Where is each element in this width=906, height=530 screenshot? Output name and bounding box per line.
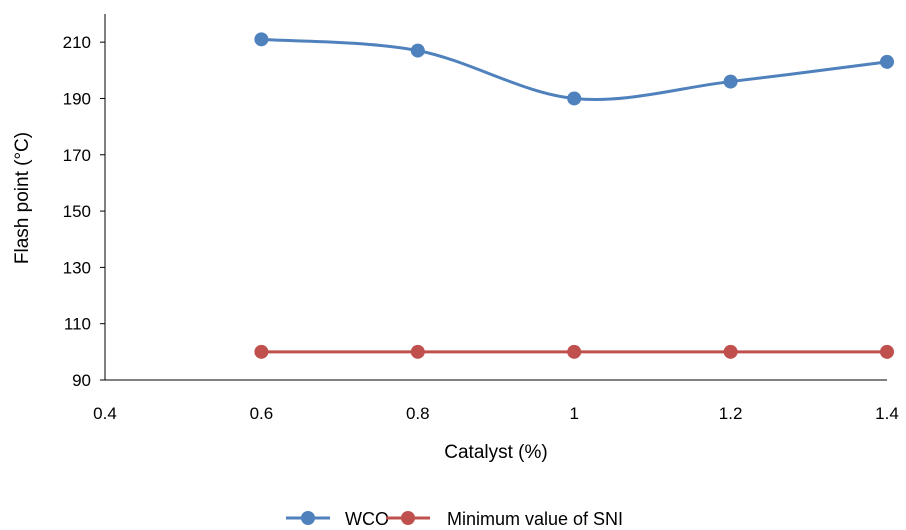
y-tick-label: 90 — [72, 371, 91, 390]
legend: WCO Minimum value of SNI — [286, 509, 623, 529]
x-tick-label: 1.2 — [719, 404, 743, 423]
y-tick-label: 170 — [63, 146, 91, 165]
y-tick-label: 150 — [63, 202, 91, 221]
y-tick-label: 190 — [63, 89, 91, 108]
data-point-wco — [880, 54, 894, 69]
legend-item-minimum-value-of-sni: Minimum value of SNI — [386, 509, 623, 529]
legend-label: WCO — [345, 509, 389, 529]
data-point-wco — [410, 43, 425, 58]
series-wco — [254, 32, 894, 106]
data-point-minimum-value-of-sni — [723, 344, 738, 359]
data-point-wco — [723, 74, 738, 89]
y-tick-labels: 90 110 130 150 170 190 210 — [63, 33, 105, 390]
data-point-minimum-value-of-sni — [410, 344, 425, 359]
axes — [104, 14, 887, 381]
x-tick-label: 0.6 — [250, 404, 274, 423]
x-tick-label: 0.4 — [93, 404, 117, 423]
data-point-minimum-value-of-sni — [254, 344, 269, 359]
y-tick-label: 110 — [64, 315, 91, 334]
y-tick-label: 210 — [63, 33, 91, 52]
data-point-wco — [567, 91, 582, 106]
legend-label: Minimum value of SNI — [447, 509, 623, 529]
x-axis-title: Catalyst (%) — [444, 442, 547, 463]
data-point-minimum-value-of-sni — [880, 344, 894, 359]
series-line-wco — [261, 37, 888, 101]
y-tick-label: 130 — [63, 258, 91, 277]
series-layer — [254, 32, 894, 359]
legend-swatch-marker — [301, 511, 315, 525]
x-tick-label: 1 — [569, 404, 578, 423]
x-tick-label: 1.4 — [875, 404, 899, 423]
data-point-wco — [254, 32, 269, 47]
series-minimum-value-of-sni — [254, 344, 894, 359]
legend-swatch-marker — [401, 511, 415, 525]
data-point-minimum-value-of-sni — [567, 344, 582, 359]
x-tick-labels: 0.4 0.6 0.8 1 1.2 1.4 — [93, 404, 899, 423]
legend-item-wco: WCO — [286, 509, 389, 529]
y-axis-title: Flash point (°C) — [12, 132, 33, 264]
x-tick-label: 0.8 — [406, 404, 430, 423]
